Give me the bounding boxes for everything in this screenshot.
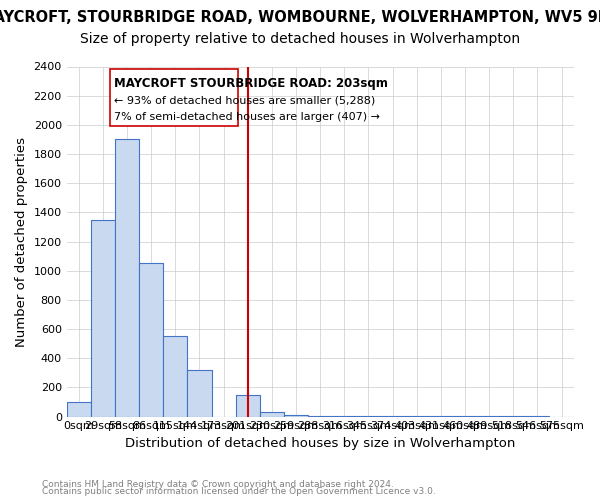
Bar	[260, 412, 284, 416]
Text: MAYCROFT, STOURBRIDGE ROAD, WOMBOURNE, WOLVERHAMPTON, WV5 9BN: MAYCROFT, STOURBRIDGE ROAD, WOMBOURNE, W…	[0, 10, 600, 25]
Text: ← 93% of detached houses are smaller (5,288): ← 93% of detached houses are smaller (5,…	[114, 96, 375, 106]
Bar	[115, 140, 139, 416]
Bar	[67, 402, 91, 416]
Text: 7% of semi-detached houses are larger (407) →: 7% of semi-detached houses are larger (4…	[114, 112, 380, 122]
Bar	[236, 394, 260, 416]
Bar	[139, 264, 163, 416]
Bar	[187, 370, 212, 416]
Bar	[91, 220, 115, 416]
Bar	[163, 336, 187, 416]
Y-axis label: Number of detached properties: Number of detached properties	[15, 136, 28, 346]
X-axis label: Distribution of detached houses by size in Wolverhampton: Distribution of detached houses by size …	[125, 437, 515, 450]
Text: Contains HM Land Registry data © Crown copyright and database right 2024.: Contains HM Land Registry data © Crown c…	[42, 480, 394, 489]
FancyBboxPatch shape	[110, 70, 238, 126]
Text: Contains public sector information licensed under the Open Government Licence v3: Contains public sector information licen…	[42, 488, 436, 496]
Text: MAYCROFT STOURBRIDGE ROAD: 203sqm: MAYCROFT STOURBRIDGE ROAD: 203sqm	[114, 76, 388, 90]
Bar	[284, 415, 308, 416]
Text: Size of property relative to detached houses in Wolverhampton: Size of property relative to detached ho…	[80, 32, 520, 46]
